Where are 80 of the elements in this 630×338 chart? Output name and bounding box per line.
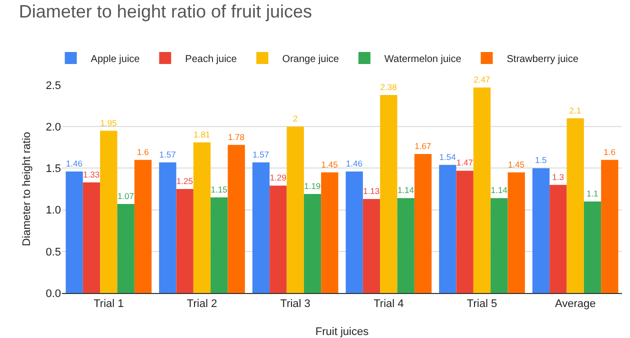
- bar: [159, 162, 176, 293]
- data-label: 1.78: [228, 132, 245, 142]
- legend-label: Orange juice: [282, 54, 340, 65]
- bar: [490, 198, 508, 293]
- bar: [270, 186, 287, 293]
- bar: [82, 182, 100, 293]
- bar: [473, 88, 491, 293]
- legend-label: Watermelon juice: [384, 54, 462, 65]
- data-label: 1.81: [194, 129, 210, 140]
- x-tick-label: Trial 2: [186, 298, 218, 310]
- bar: [117, 204, 134, 293]
- bar: [252, 162, 270, 293]
- data-label: 1.13: [363, 186, 380, 196]
- data-label: 1.3: [552, 172, 564, 182]
- data-label: 1.14: [397, 185, 414, 196]
- bar: [346, 172, 363, 293]
- y-tick-label: 0.0: [46, 288, 61, 300]
- data-label: 1.29: [270, 172, 287, 183]
- data-label: 1.67: [414, 141, 432, 152]
- bar: [439, 164, 456, 293]
- bar: [397, 198, 414, 293]
- data-label: 1.95: [100, 118, 118, 128]
- bar: [550, 184, 567, 293]
- bar: [100, 130, 118, 293]
- data-label: 1.6: [604, 146, 616, 157]
- x-axis-title: Fruit juices: [315, 326, 370, 338]
- y-tick-label: 2.0: [46, 121, 61, 134]
- bar: [566, 118, 584, 293]
- y-axis-title: Diameter to height ratio: [21, 132, 33, 246]
- legend-label: Apple juice: [90, 54, 140, 65]
- legend-label: Strawberry juice: [506, 54, 579, 65]
- x-tick-label: Trial 5: [466, 298, 498, 310]
- data-label: 1.07: [117, 190, 134, 201]
- bar: [210, 197, 228, 293]
- bar: [601, 160, 618, 293]
- data-label: 2.1: [569, 105, 582, 116]
- data-label: 1.15: [210, 184, 228, 194]
- x-tick-label: Trial 1: [94, 298, 124, 310]
- bar: [193, 142, 211, 293]
- bar: [456, 170, 474, 293]
- bar: [228, 144, 245, 293]
- bar: [362, 198, 380, 293]
- bar: [508, 172, 525, 293]
- y-tick-label: 2.5: [46, 80, 61, 92]
- y-tick-label: 1.0: [46, 204, 61, 217]
- data-label: 2.47: [474, 74, 490, 84]
- bar: [321, 172, 338, 293]
- data-label: 1.1: [586, 188, 599, 198]
- bar: [176, 189, 194, 293]
- legend-label: Peach juice: [185, 54, 238, 65]
- data-label: 1.19: [304, 180, 321, 191]
- data-label: 1.46: [346, 158, 363, 169]
- data-label: 1.14: [490, 185, 508, 196]
- y-tick-label: 1.5: [46, 163, 61, 176]
- data-label: 1.57: [159, 149, 176, 160]
- data-label: 1.5: [534, 155, 548, 166]
- data-label: 1.45: [321, 159, 338, 170]
- chart-title: Diameter to height ratio of fruit juices: [18, 2, 312, 22]
- bar: [304, 194, 322, 293]
- y-tick-label: 0.5: [46, 246, 61, 258]
- data-label: 1.46: [66, 158, 83, 169]
- bar: [584, 201, 602, 293]
- data-label: 1.54: [439, 152, 456, 162]
- bar: [532, 168, 550, 293]
- data-label: 1.6: [136, 146, 150, 157]
- x-tick-label: Trial 3: [280, 298, 310, 310]
- bar: [380, 94, 398, 293]
- x-tick-label: Trial 4: [374, 298, 404, 310]
- bar: [66, 172, 83, 293]
- data-label: 1.45: [508, 159, 525, 170]
- data-label: 1.57: [252, 149, 270, 160]
- bar: [286, 126, 304, 293]
- data-label: 1.33: [83, 169, 100, 180]
- bar: [134, 160, 152, 293]
- data-label: 2: [292, 114, 298, 124]
- data-label: 1.47: [456, 158, 474, 168]
- data-label: 2.38: [380, 82, 398, 92]
- x-tick-label: Average: [554, 298, 596, 310]
- data-label: 1.25: [176, 176, 194, 186]
- bar: [414, 154, 432, 293]
